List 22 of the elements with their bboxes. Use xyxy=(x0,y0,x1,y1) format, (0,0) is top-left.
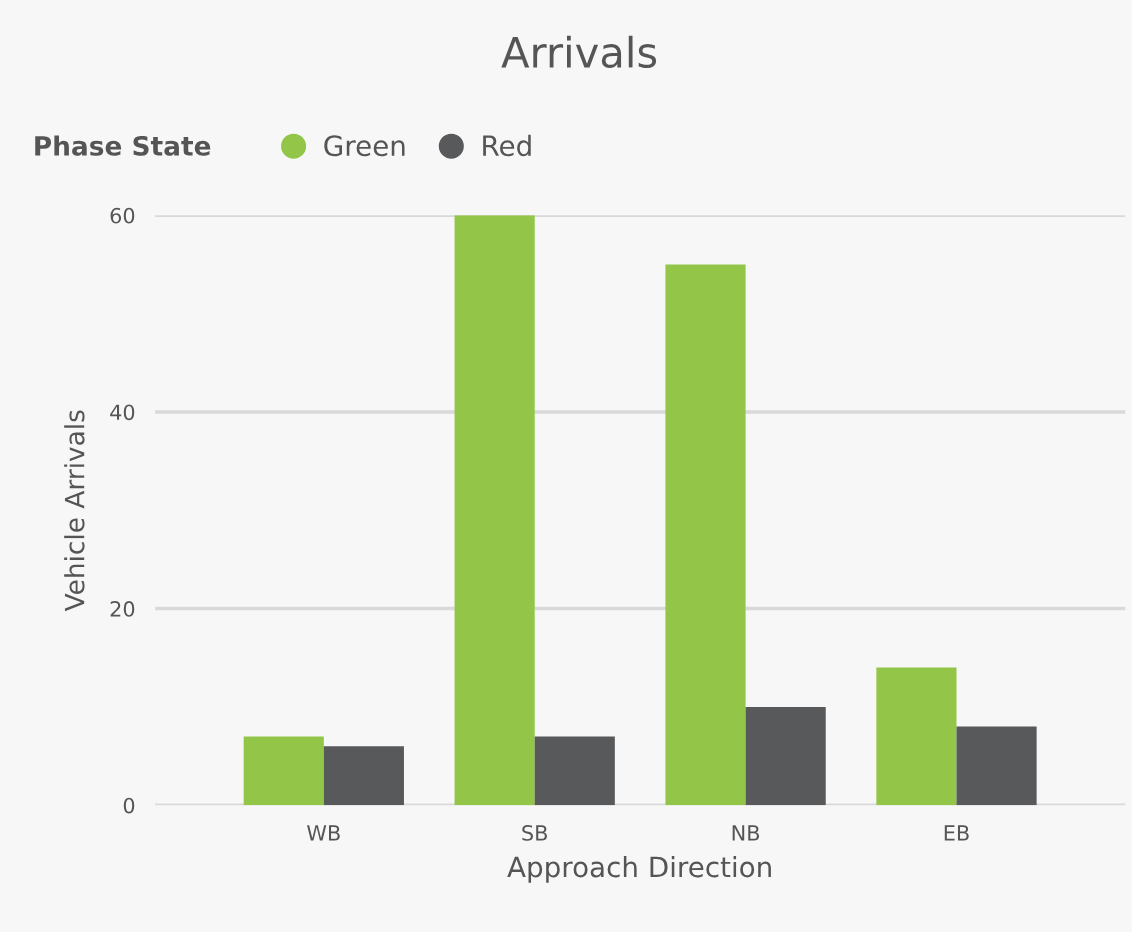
legend-label: Green xyxy=(324,135,405,157)
legend-title: Phase State xyxy=(35,135,211,156)
x-tick-label: EB xyxy=(944,825,969,841)
bar xyxy=(745,706,826,806)
y-axis-title: Vehicle Arrivals xyxy=(64,410,85,612)
x-tick-label: NB xyxy=(732,825,760,841)
y-tick-label: 0 xyxy=(123,797,135,814)
x-axis-title: Approach Direction xyxy=(507,855,771,883)
bar xyxy=(534,736,615,806)
bar xyxy=(665,264,746,806)
y-tick-label: 40 xyxy=(110,404,135,421)
x-tick-label: WB xyxy=(307,825,340,841)
bar xyxy=(876,667,957,806)
bar xyxy=(454,215,535,806)
x-tick-label: SB xyxy=(522,825,547,841)
bar xyxy=(323,746,404,806)
y-tick-label: 20 xyxy=(110,601,135,617)
chart-title: Arrivals xyxy=(501,35,657,69)
legend-label: Red xyxy=(483,134,531,157)
bar xyxy=(956,726,1037,806)
bar xyxy=(243,736,324,806)
y-tick-label: 60 xyxy=(110,207,135,224)
